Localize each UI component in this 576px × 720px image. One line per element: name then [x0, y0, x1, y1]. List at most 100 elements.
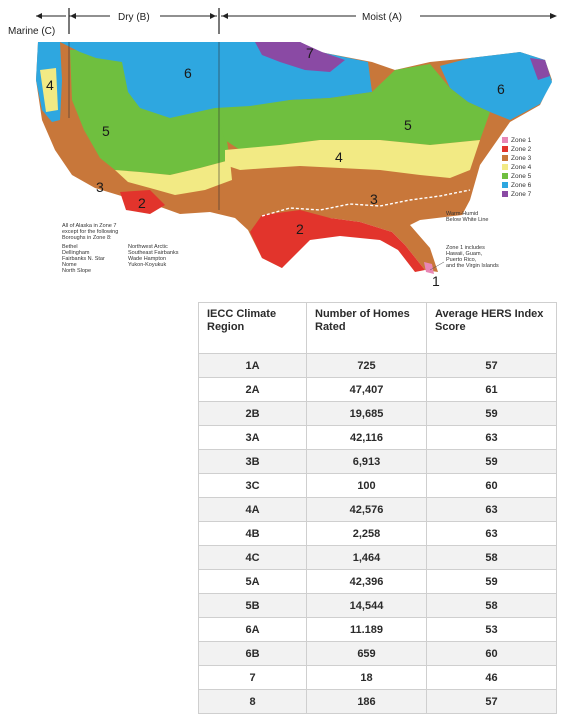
legend-label: Zone 2 — [511, 146, 532, 153]
cell-homes: 42,116 — [306, 425, 427, 450]
header-climate-region: IECC Climate Region — [198, 302, 307, 354]
warm-humid-note-line: Warm-Humid — [446, 211, 478, 217]
zone4-west-area — [115, 160, 232, 195]
table-row: 2B 19,685 59 — [198, 401, 557, 426]
cell-region: 5A — [198, 569, 307, 594]
cell-score: 59 — [426, 401, 557, 426]
warm-humid-note-line: Below White Line — [446, 217, 489, 223]
warm-humid-line — [261, 189, 471, 217]
legend-label: Zone 3 — [511, 155, 532, 162]
zone-label: 2 — [296, 221, 304, 237]
legend-swatch — [502, 173, 508, 179]
legend-label: Zone 1 — [511, 137, 532, 144]
legend-swatch — [502, 146, 508, 152]
cell-region: 4A — [198, 497, 307, 522]
zone1-note-line: and the Virgin Islands — [446, 263, 499, 269]
cell-region: 3B — [198, 449, 307, 474]
legend-swatch — [502, 164, 508, 170]
header-number-of-homes: Number of Homes Rated — [306, 302, 427, 354]
borough-name: Fairbanks N. Star — [62, 256, 105, 262]
zone-label: 7 — [306, 45, 314, 61]
alaska-note-line: Boroughs in Zone 8: — [62, 235, 112, 241]
zone6-ne-area — [440, 52, 552, 120]
cell-score: 57 — [426, 689, 557, 714]
cell-homes: 47,407 — [306, 377, 427, 402]
zone-label: 4 — [335, 149, 343, 165]
cell-score: 61 — [426, 377, 557, 402]
table-row: 5A 42,396 59 — [198, 569, 557, 594]
borough-name: Yukon-Koyukuk — [128, 262, 166, 268]
cell-score: 63 — [426, 497, 557, 522]
region-dry-label: Dry (B) — [118, 12, 150, 23]
zone1-area — [424, 262, 434, 274]
cell-region: 4B — [198, 521, 307, 546]
zone1-note-line: Hawaii, Guam, — [446, 251, 483, 257]
cell-score: 59 — [426, 569, 557, 594]
zone-label: 5 — [404, 117, 412, 133]
cell-region: 3A — [198, 425, 307, 450]
table-row: 4B 2,258 63 — [198, 521, 557, 546]
cell-homes: 659 — [306, 641, 427, 666]
table-row: 6A 11.189 53 — [198, 617, 557, 642]
cell-homes: 2,258 — [306, 521, 427, 546]
zone-label: 6 — [497, 81, 505, 97]
header-hers-score: Average HERS Index Score — [426, 302, 557, 354]
cell-region: 5B — [198, 593, 307, 618]
cell-score: 59 — [426, 449, 557, 474]
hers-table: IECC Climate Region Number of Homes Rate… — [198, 302, 557, 714]
legend-label: Zone 7 — [511, 191, 532, 198]
cell-homes: 19,685 — [306, 401, 427, 426]
zone7-maine-area — [530, 58, 550, 80]
cell-region: 3C — [198, 473, 307, 498]
legend-label: Zone 4 — [511, 164, 532, 171]
cell-score: 46 — [426, 665, 557, 690]
table-row: 1A 725 57 — [198, 353, 557, 378]
cell-homes: 186 — [306, 689, 427, 714]
cell-region: 1A — [198, 353, 307, 378]
cell-homes: 1,464 — [306, 545, 427, 570]
region-moist-label: Moist (A) — [362, 12, 402, 23]
borough-name: Northwest Arctic — [128, 244, 168, 250]
cell-region: 2A — [198, 377, 307, 402]
zone2-arizona-area — [120, 190, 165, 214]
table-row: 7 18 46 — [198, 665, 557, 690]
zone-label: 3 — [96, 179, 104, 195]
cell-score: 58 — [426, 593, 557, 618]
legend-swatch — [502, 137, 508, 143]
alaska-note-line: All of Alaska in Zone 7 — [62, 223, 116, 229]
cell-homes: 11.189 — [306, 617, 427, 642]
cell-score: 63 — [426, 521, 557, 546]
borough-name: Wade Hampton — [128, 256, 166, 262]
cell-score: 58 — [426, 545, 557, 570]
cell-score: 60 — [426, 641, 557, 666]
legend-swatch — [502, 155, 508, 161]
cell-region: 4C — [198, 545, 307, 570]
legend-label: Zone 6 — [511, 182, 532, 189]
table-row: 3B 6,913 59 — [198, 449, 557, 474]
table-row: 3A 42,116 63 — [198, 425, 557, 450]
cell-score: 63 — [426, 425, 557, 450]
cell-score: 53 — [426, 617, 557, 642]
table-row: 4C 1,464 58 — [198, 545, 557, 570]
cell-homes: 14,544 — [306, 593, 427, 618]
climate-zone-map: Dry (B) Moist (A) Marine (C) — [0, 0, 576, 292]
legend-label: Zone 5 — [511, 173, 532, 180]
cell-homes: 725 — [306, 353, 427, 378]
cell-homes: 42,396 — [306, 569, 427, 594]
alaska-note-line: except for the following — [62, 229, 118, 235]
table-row: 8 186 57 — [198, 689, 557, 714]
zone4-band-area — [225, 140, 480, 178]
cell-homes: 18 — [306, 665, 427, 690]
cell-homes: 42,576 — [306, 497, 427, 522]
table-row: 4A 42,576 63 — [198, 497, 557, 522]
zone-label: 3 — [370, 191, 378, 207]
cell-score: 57 — [426, 353, 557, 378]
table-row: 2A 47,407 61 — [198, 377, 557, 402]
borough-name: Nome — [62, 262, 77, 268]
zone-label: 2 — [138, 195, 146, 211]
table-row: 6B 659 60 — [198, 641, 557, 666]
cell-region: 2B — [198, 401, 307, 426]
zone-label: 5 — [102, 123, 110, 139]
cell-score: 60 — [426, 473, 557, 498]
zone2-gulf-area — [250, 210, 425, 272]
